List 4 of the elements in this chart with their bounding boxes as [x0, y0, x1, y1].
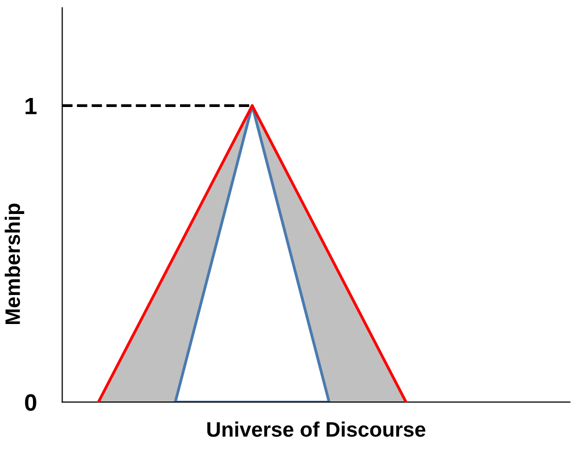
y-axis-title: Membership [4, 204, 24, 324]
y-tick-label: 1 [26, 98, 37, 114]
y-tick-label: 0 [25, 394, 36, 411]
x-axis-title: Universe of Discourse [207, 422, 426, 437]
